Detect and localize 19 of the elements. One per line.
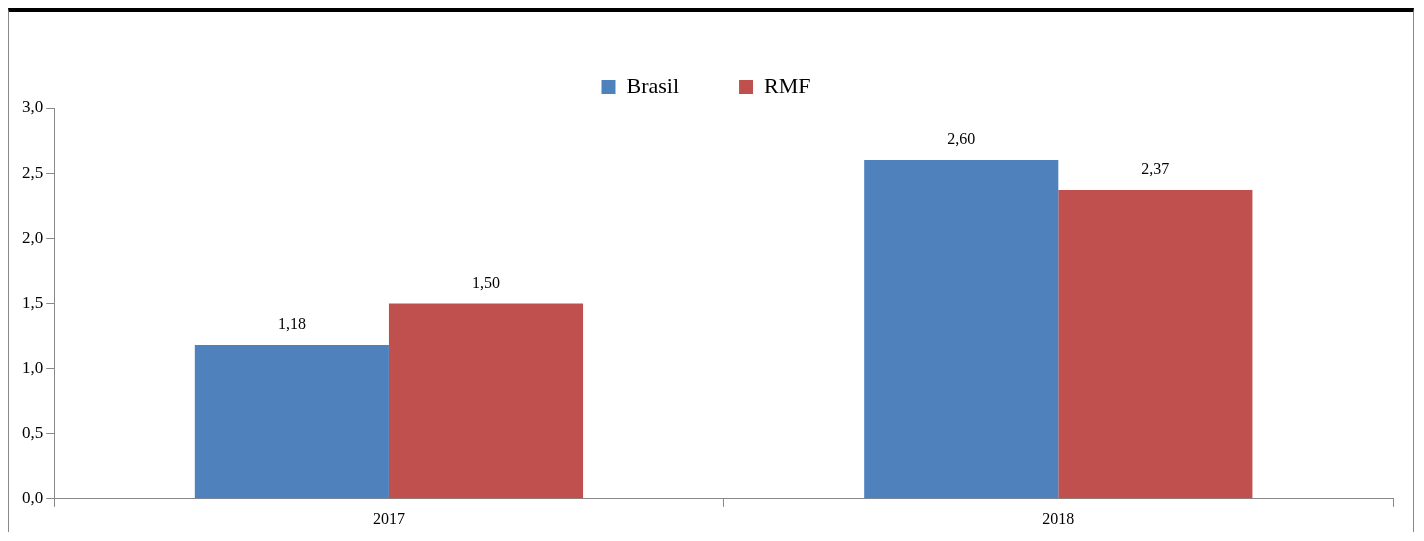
x-tick-label: 2017 bbox=[372, 509, 405, 527]
data-label: 1,50 bbox=[472, 273, 500, 291]
y-tick-label: 0,5 bbox=[22, 423, 44, 443]
y-tick-label: 2,0 bbox=[22, 227, 44, 247]
y-tick-label: 1,5 bbox=[22, 292, 44, 312]
bar bbox=[1058, 190, 1253, 499]
legend-label: Brasil bbox=[626, 72, 680, 98]
bar bbox=[388, 303, 584, 499]
x-tick-label: 2018 bbox=[1042, 509, 1075, 527]
data-label: 2,37 bbox=[1141, 160, 1170, 178]
bar bbox=[194, 345, 389, 499]
y-tick-label: 0,0 bbox=[22, 488, 44, 508]
legend-label: RMF bbox=[764, 72, 811, 98]
bar bbox=[864, 160, 1059, 499]
data-label: 1,18 bbox=[277, 315, 306, 333]
data-label: 2,60 bbox=[947, 130, 976, 148]
y-tick-label: 1,0 bbox=[22, 358, 44, 377]
y-tick-label: 2,5 bbox=[22, 162, 44, 182]
y-tick-label: 3,0 bbox=[22, 97, 44, 117]
